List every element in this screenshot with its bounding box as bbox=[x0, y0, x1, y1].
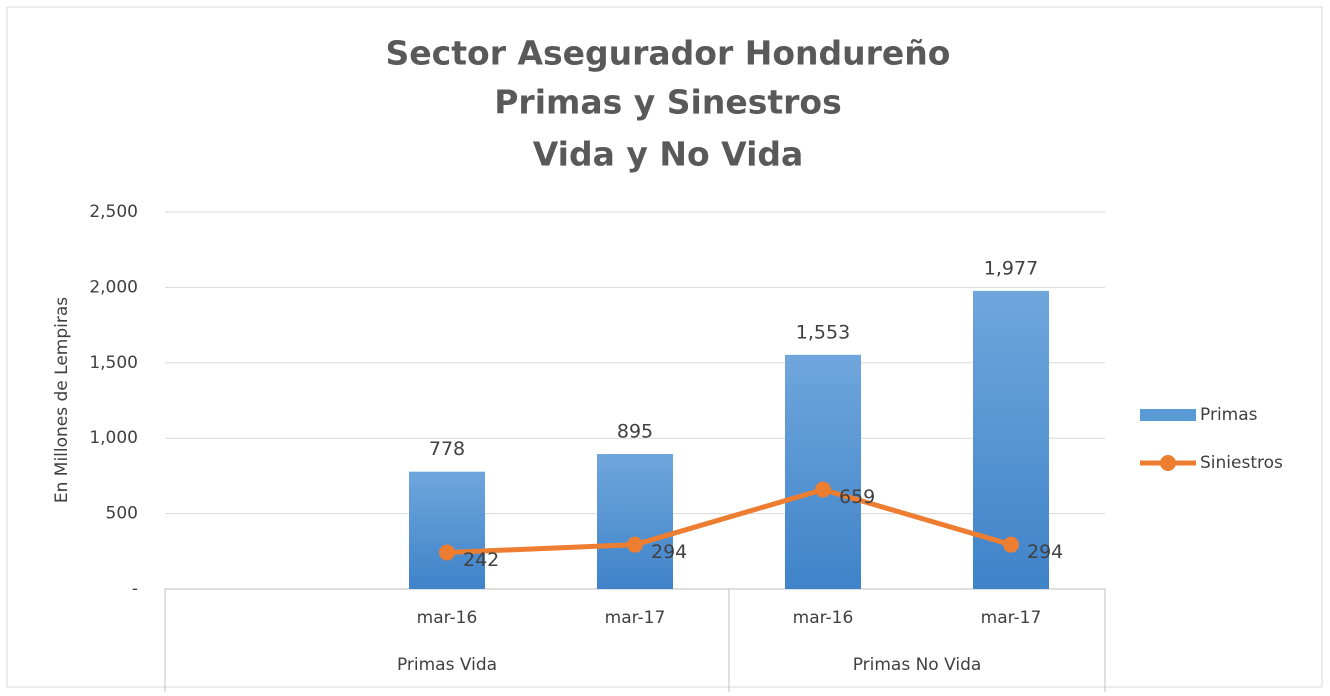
data-label: 659 bbox=[839, 486, 875, 508]
legend-label: Primas bbox=[1200, 405, 1258, 425]
bar bbox=[597, 454, 673, 589]
y-tick-label: 2,000 bbox=[89, 277, 138, 297]
legend-swatch bbox=[1160, 455, 1176, 471]
y-tick-label: 2,500 bbox=[89, 202, 138, 222]
line bbox=[446, 487, 1012, 556]
data-label: 294 bbox=[651, 541, 687, 563]
group-label: Primas Vida bbox=[397, 655, 497, 675]
data-label: 1,553 bbox=[796, 321, 850, 343]
data-label: 1,977 bbox=[984, 257, 1038, 279]
y-tick-label: - bbox=[132, 579, 138, 599]
line-marker bbox=[815, 481, 831, 498]
data-label: 895 bbox=[617, 421, 653, 443]
bar bbox=[785, 354, 861, 589]
legend-label: Siniestros bbox=[1200, 453, 1283, 473]
data-label: 294 bbox=[1027, 541, 1063, 563]
x-tick-label: mar-17 bbox=[981, 608, 1042, 628]
line-marker bbox=[1003, 536, 1019, 553]
data-label: 778 bbox=[429, 438, 465, 460]
line-marker bbox=[439, 544, 455, 561]
y-axis-label: En Millones de Lempiras bbox=[52, 297, 72, 503]
group-label: Primas No Vida bbox=[853, 655, 982, 675]
y-tick-label: 500 bbox=[106, 504, 138, 524]
bar bbox=[409, 471, 485, 589]
x-tick-label: mar-16 bbox=[793, 608, 854, 628]
y-tick-label: 1,000 bbox=[89, 428, 138, 448]
data-label: 242 bbox=[463, 549, 499, 571]
legend-swatch bbox=[1140, 409, 1196, 421]
y-tick-label: 1,500 bbox=[89, 353, 138, 373]
chart-title: Sector Asegurador Hondureño bbox=[386, 34, 951, 73]
x-tick-label: mar-16 bbox=[417, 608, 478, 628]
chart-title: Vida y No Vida bbox=[533, 135, 804, 174]
chart-title: Primas y Sinestros bbox=[494, 83, 842, 122]
line-marker bbox=[627, 536, 643, 553]
x-tick-label: mar-17 bbox=[605, 608, 666, 628]
